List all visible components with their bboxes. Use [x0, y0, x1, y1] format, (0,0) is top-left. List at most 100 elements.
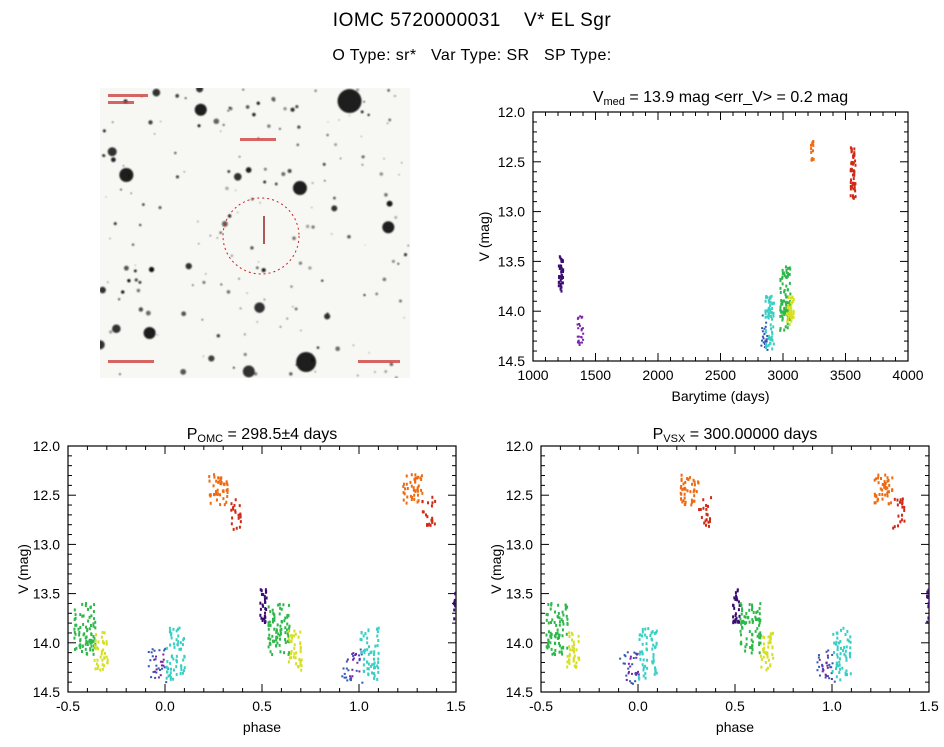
cluster-cyan-a [637, 627, 658, 681]
cluster-purple-b [818, 654, 833, 681]
cluster-purple-a [153, 653, 165, 679]
svg-text:12.0: 12.0 [33, 438, 60, 454]
cluster-yellow-a [93, 631, 109, 672]
target-circle [222, 197, 300, 275]
svg-text:0.0: 0.0 [155, 698, 175, 714]
data-points [545, 473, 929, 685]
cluster-blue-a [619, 651, 641, 685]
cluster-orange-b [873, 473, 894, 506]
svg-text:0.0: 0.0 [628, 698, 648, 714]
tick-labels: -0.5 0.0 0.5 1.0 1.5 12.0 12.5 13.0 13.5 14.0 14.5 [506, 438, 939, 714]
cluster-cyan-a [165, 626, 186, 681]
chart-title: PVSX = 300.00000 days [653, 426, 818, 445]
phase-plot-omc: -0.5 0.0 0.5 1.0 1.5 12.0 12.5 13.0 13.5 14.0 14.5… [18, 426, 466, 735]
svg-text:14.5: 14.5 [33, 684, 60, 700]
lightcurve-plot: 1000 1500 2000 2500 3000 3500 4000 12.0 12.5 13.0… [476, 89, 924, 404]
svg-text:13.5: 13.5 [33, 586, 60, 602]
cluster-red-a [698, 496, 713, 528]
svg-text:12.5: 12.5 [506, 487, 533, 503]
cluster-darkviolet-b [926, 588, 929, 624]
svg-text:14.0: 14.0 [498, 303, 525, 319]
svg-text:2000: 2000 [642, 367, 673, 383]
svg-text:13.0: 13.0 [33, 536, 60, 552]
y-axis-label: V (mag) [491, 544, 504, 594]
svg-text:1.0: 1.0 [822, 698, 842, 714]
plot-frame [67, 445, 457, 693]
svg-text:2500: 2500 [705, 367, 736, 383]
page-subtitle: O Type: sr* Var Type: SR SP Type: [332, 47, 612, 64]
cluster-orange-b [402, 473, 424, 505]
cluster-red-b [421, 495, 437, 527]
cluster-green-a [545, 602, 569, 657]
cluster-blue-b [816, 649, 836, 683]
svg-text:1.5: 1.5 [919, 698, 939, 714]
page-title: IOMC 5720000031 V* EL Sgr [332, 10, 612, 31]
axes-ticks [540, 445, 930, 693]
cluster-green-b [739, 602, 762, 655]
chart-title: POMC = 298.5±4 days [187, 426, 338, 445]
finding-chart [100, 88, 410, 378]
cluster-darkviolet-a [259, 588, 268, 625]
cluster-blue-a [147, 647, 170, 684]
cluster-darkviolet-a [731, 588, 741, 625]
data-points [557, 139, 857, 351]
finder-annotations [108, 94, 400, 363]
plot-frame [540, 445, 930, 693]
svg-text:-0.5: -0.5 [56, 698, 80, 714]
cluster-epoch2-purple [576, 315, 585, 346]
svg-text:14.0: 14.0 [33, 635, 60, 651]
cluster-epoch6-yellow [786, 295, 795, 327]
x-axis-label: phase [243, 719, 281, 735]
svg-text:3500: 3500 [830, 367, 861, 383]
svg-text:13.5: 13.5 [498, 253, 525, 269]
svg-text:12.0: 12.0 [498, 104, 525, 120]
svg-text:13.5: 13.5 [506, 586, 533, 602]
cluster-blue-b [341, 648, 364, 684]
cluster-epoch4-cyan [764, 294, 775, 351]
svg-text:4000: 4000 [892, 367, 923, 383]
cluster-red-b [892, 497, 906, 530]
y-axis-label: V (mag) [18, 544, 31, 594]
cluster-green-b [267, 602, 291, 657]
cluster-orange-a [679, 473, 700, 507]
cluster-epoch8-red [849, 146, 857, 200]
axes-ticks [67, 445, 457, 693]
svg-text:13.0: 13.0 [498, 204, 525, 220]
cluster-purple-a [625, 652, 640, 681]
y-axis-label: V (mag) [476, 212, 492, 262]
cluster-epoch1-darkviolet [557, 255, 565, 293]
svg-text:0.5: 0.5 [252, 698, 272, 714]
cluster-cyan-b [359, 626, 380, 681]
svg-text:14.0: 14.0 [506, 635, 533, 651]
x-axis-label: phase [716, 719, 754, 735]
svg-text:-0.5: -0.5 [529, 698, 553, 714]
cluster-epoch7-orange [809, 139, 815, 162]
svg-text:12.5: 12.5 [33, 487, 60, 503]
phase-plot-vsx: -0.5 0.0 0.5 1.0 1.5 12.0 12.5 13.0 13.5 14.0 14.5… [491, 426, 939, 735]
tick-labels: 1000 1500 2000 2500 3000 3500 4000 12.0 12.5 13.0… [498, 104, 924, 383]
svg-text:1.5: 1.5 [446, 698, 466, 714]
svg-text:3000: 3000 [767, 367, 798, 383]
cluster-yellow-b [759, 631, 775, 672]
cluster-yellow-a [566, 631, 581, 669]
svg-text:13.0: 13.0 [506, 536, 533, 552]
cluster-red-a [230, 498, 242, 531]
cluster-epoch3-blue [760, 314, 769, 351]
cluster-purple-b [346, 652, 361, 678]
cluster-yellow-b [287, 629, 303, 672]
svg-text:14.5: 14.5 [506, 684, 533, 700]
svg-text:1500: 1500 [580, 367, 611, 383]
svg-text:12.0: 12.0 [506, 438, 533, 454]
tick-labels: -0.5 0.0 0.5 1.0 1.5 12.0 12.5 13.0 13.5 14.0 14.5 [33, 438, 466, 714]
svg-text:14.5: 14.5 [498, 353, 525, 369]
svg-text:1.0: 1.0 [349, 698, 369, 714]
svg-text:12.5: 12.5 [498, 154, 525, 170]
axes-ticks [532, 111, 909, 362]
cluster-orange-a [208, 473, 229, 507]
svg-text:1000: 1000 [517, 367, 548, 383]
cluster-cyan-b [831, 626, 852, 682]
data-points [73, 473, 456, 684]
cluster-darkviolet-b [452, 591, 456, 621]
cluster-green-a [73, 602, 97, 656]
